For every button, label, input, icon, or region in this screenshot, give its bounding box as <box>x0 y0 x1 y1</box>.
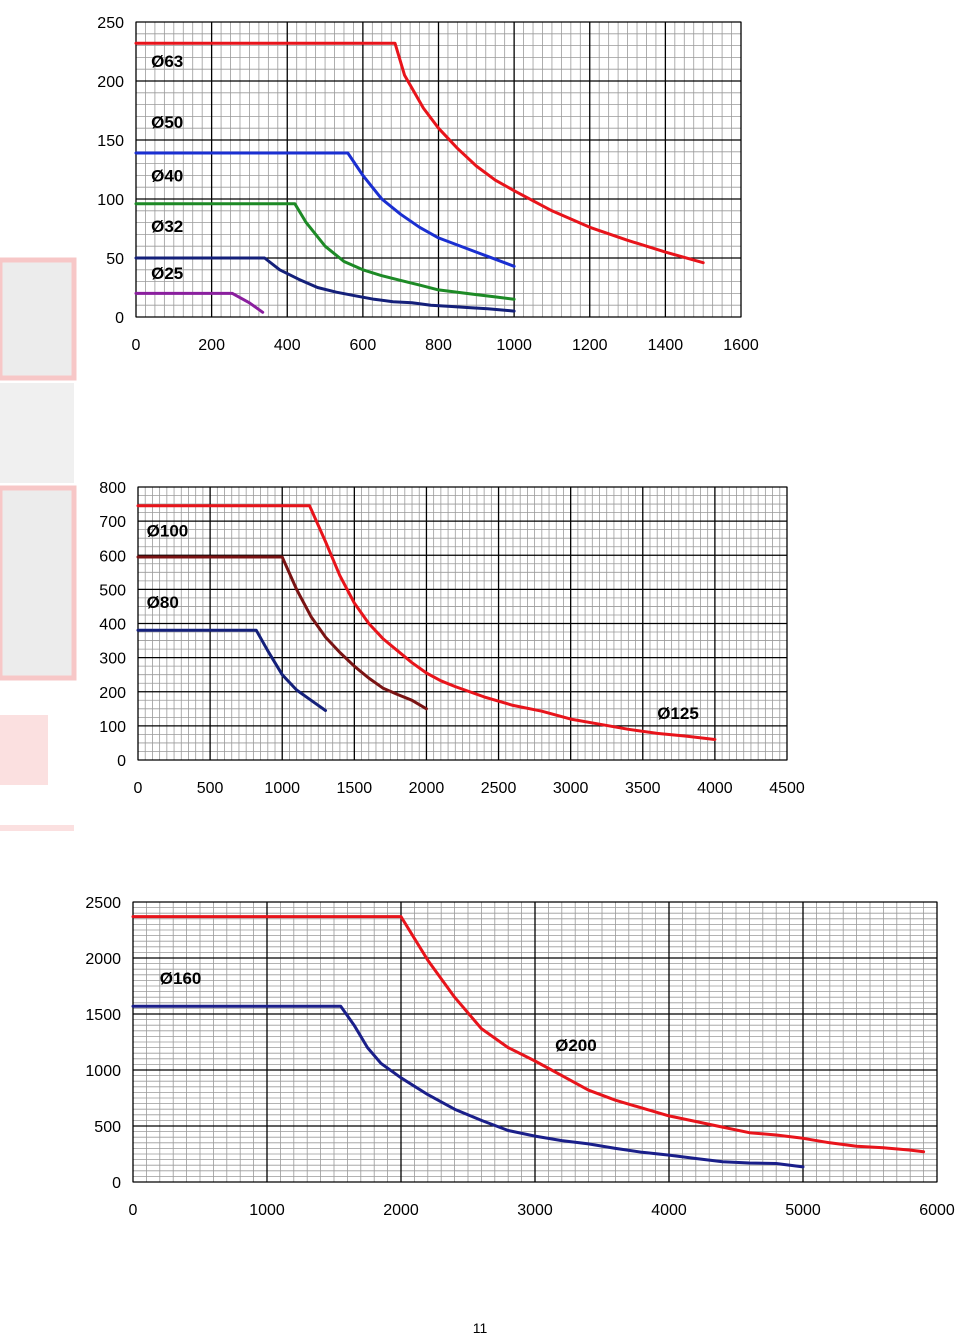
chart-3-x-tick-label: 1000 <box>249 1202 285 1219</box>
chart-3-series-line <box>131 915 926 1154</box>
chart-1-series-label: Ø63 <box>151 52 183 71</box>
chart-2-series-label: Ø125 <box>657 704 699 723</box>
chart-1-y-tick-label: 100 <box>97 192 124 209</box>
chart-1-series-label: Ø25 <box>151 264 183 283</box>
chart-1-series-label: Ø32 <box>151 217 183 236</box>
chart-2-y-tick-label: 600 <box>99 548 126 565</box>
chart-2-y-tick-label: 400 <box>99 617 126 634</box>
chart-3: 0 1000 2000 3000 4000 5000 6000 0 500 1000 1500 200… <box>85 895 955 1219</box>
chart-3-x-tick-label: 2000 <box>383 1202 419 1219</box>
chart-2-x-tick-label: 4000 <box>697 780 733 797</box>
chart-2-series-line <box>136 555 428 711</box>
chart-1: 0 200 400 600 800 1000 1200 1400 1600 0 50 100 150 20… <box>97 15 759 354</box>
chart-2-y-tick-label: 100 <box>99 719 126 736</box>
chart-3-series-line <box>131 1004 805 1169</box>
chart-1-series-line <box>134 291 265 314</box>
chart-1-series-line <box>134 41 705 265</box>
chart-2-y-tick-label: 800 <box>99 480 126 497</box>
chart-2-series-line <box>136 504 717 741</box>
chart-1-x-tick-label: 1000 <box>496 337 532 354</box>
chart-3-y-tick-label: 1500 <box>85 1007 121 1024</box>
chart-3-x-tick-label: 3000 <box>517 1202 553 1219</box>
chart-3-series-label: Ø200 <box>555 1036 597 1055</box>
chart-2-x-tick-label: 3000 <box>553 780 589 797</box>
chart-1-x-tick-label: 600 <box>350 337 377 354</box>
chart-1-x-tick-label: 1200 <box>572 337 608 354</box>
chart-2-series-label: Ø80 <box>147 593 179 612</box>
chart-3-y-tick-label: 2000 <box>85 951 121 968</box>
chart-2-x-tick-label: 2000 <box>409 780 445 797</box>
chart-2-series-line <box>136 628 327 712</box>
chart-1-series-label: Ø40 <box>151 166 183 185</box>
chart-1-x-tick-label: 800 <box>425 337 452 354</box>
chart-2-y-tick-label: 700 <box>99 514 126 531</box>
chart-1-series-line <box>134 256 516 313</box>
chart-3-series-label: Ø160 <box>160 969 202 988</box>
chart-1-series-line <box>134 202 516 301</box>
chart-2-y-tick-label: 200 <box>99 685 126 702</box>
chart-2: 0 500 1000 1500 2000 2500 3000 3500 4000 4500 0 100… <box>99 480 805 797</box>
chart-2-x-tick-label: 1500 <box>337 780 373 797</box>
chart-1-y-tick-label: 150 <box>97 133 124 150</box>
chart-2-x-tick-label: 0 <box>134 780 143 797</box>
chart-3-y-tick-label: 1000 <box>85 1063 121 1080</box>
chart-1-x-tick-label: 1400 <box>648 337 684 354</box>
chart-2-x-tick-label: 1000 <box>264 780 300 797</box>
chart-2-y-tick-label: 300 <box>99 651 126 668</box>
chart-2-series-label: Ø100 <box>147 521 189 540</box>
background-logo-watermark <box>0 257 77 831</box>
chart-2-y-tick-label: 500 <box>99 582 126 599</box>
chart-3-x-tick-label: 5000 <box>785 1202 821 1219</box>
page-number: 11 <box>472 1320 488 1336</box>
chart-3-y-tick-label: 2500 <box>85 895 121 912</box>
chart-2-x-tick-label: 500 <box>197 780 224 797</box>
chart-2-y-tick-label: 0 <box>117 753 126 770</box>
chart-1-x-tick-label: 200 <box>198 337 225 354</box>
chart-1-y-tick-label: 0 <box>115 310 124 327</box>
chart-1-y-tick-label: 50 <box>106 251 124 268</box>
chart-2-x-tick-label: 2500 <box>481 780 517 797</box>
chart-3-y-tick-label: 500 <box>94 1119 121 1136</box>
chart-3-x-tick-label: 6000 <box>919 1202 955 1219</box>
chart-3-x-tick-label: 4000 <box>651 1202 687 1219</box>
chart-2-x-tick-label: 4500 <box>769 780 805 797</box>
chart-1-series-line <box>134 151 516 268</box>
chart-1-y-tick-label: 200 <box>97 74 124 91</box>
chart-3-y-tick-label: 0 <box>112 1175 121 1192</box>
chart-2-x-tick-label: 3500 <box>625 780 661 797</box>
chart-1-series-label: Ø50 <box>151 113 183 132</box>
chart-1-y-tick-label: 250 <box>97 15 124 32</box>
chart-1-x-tick-label: 400 <box>274 337 301 354</box>
chart-1-x-tick-label: 0 <box>132 337 141 354</box>
chart-1-x-tick-label: 1600 <box>723 337 759 354</box>
chart-3-x-tick-label: 0 <box>129 1202 138 1219</box>
